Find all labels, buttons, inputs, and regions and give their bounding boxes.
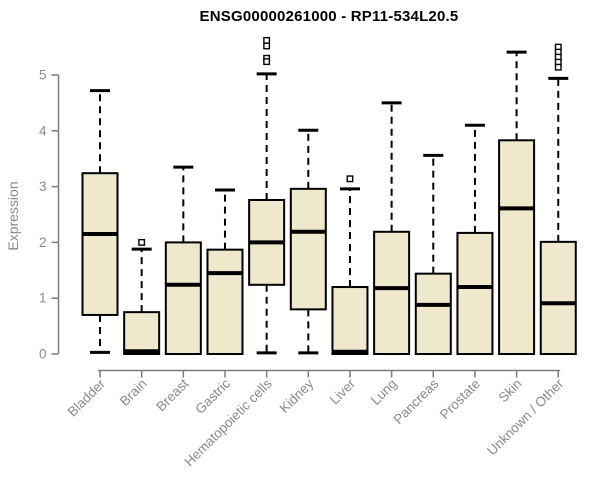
box-bladder — [81, 172, 119, 316]
box-skin — [498, 139, 536, 355]
outlier-hematopoietic-cells — [263, 42, 271, 50]
outlier-hematopoietic-cells — [263, 36, 271, 44]
box-liver — [331, 286, 369, 356]
chart-title: ENSG00000261000 - RP11-534L20.5 — [199, 8, 459, 25]
x-tick-label-breast: Breast — [153, 376, 191, 414]
outlier-unknown-other — [554, 63, 562, 71]
box-kidney — [289, 187, 327, 311]
box-unknown-other — [539, 240, 577, 355]
y-tick-label: 1 — [39, 291, 47, 306]
outlier-brain — [138, 238, 146, 246]
y-tick-label: 2 — [39, 235, 47, 250]
x-tick-label-kidney: Kidney — [277, 376, 317, 416]
box-prostate — [456, 231, 494, 355]
box-breast — [164, 241, 202, 355]
y-tick-label: 3 — [39, 179, 47, 194]
x-tick-label-bladder: Bladder — [65, 376, 109, 420]
x-tick-label-brain: Brain — [117, 376, 150, 409]
x-tick-label-lung: Lung — [368, 376, 400, 408]
box-gastric — [206, 248, 244, 356]
box-brain — [123, 311, 161, 355]
y-tick-label: 0 — [39, 347, 47, 362]
box-pancreas — [414, 272, 452, 356]
x-tick-label-gastric: Gastric — [192, 376, 233, 417]
box-lung — [373, 230, 411, 356]
outlier-liver — [346, 175, 354, 183]
x-tick-label-pancreas: Pancreas — [390, 376, 441, 427]
x-tick-label-skin: Skin — [496, 376, 525, 405]
x-tick-label-liver: Liver — [327, 376, 359, 408]
x-tick-label-unknown-other: Unknown / Other — [484, 376, 567, 459]
outlier-hematopoietic-cells — [263, 58, 271, 66]
x-tick-label-prostate: Prostate — [437, 376, 483, 422]
y-tick-label: 4 — [39, 123, 47, 138]
y-tick-label: 5 — [39, 68, 47, 83]
